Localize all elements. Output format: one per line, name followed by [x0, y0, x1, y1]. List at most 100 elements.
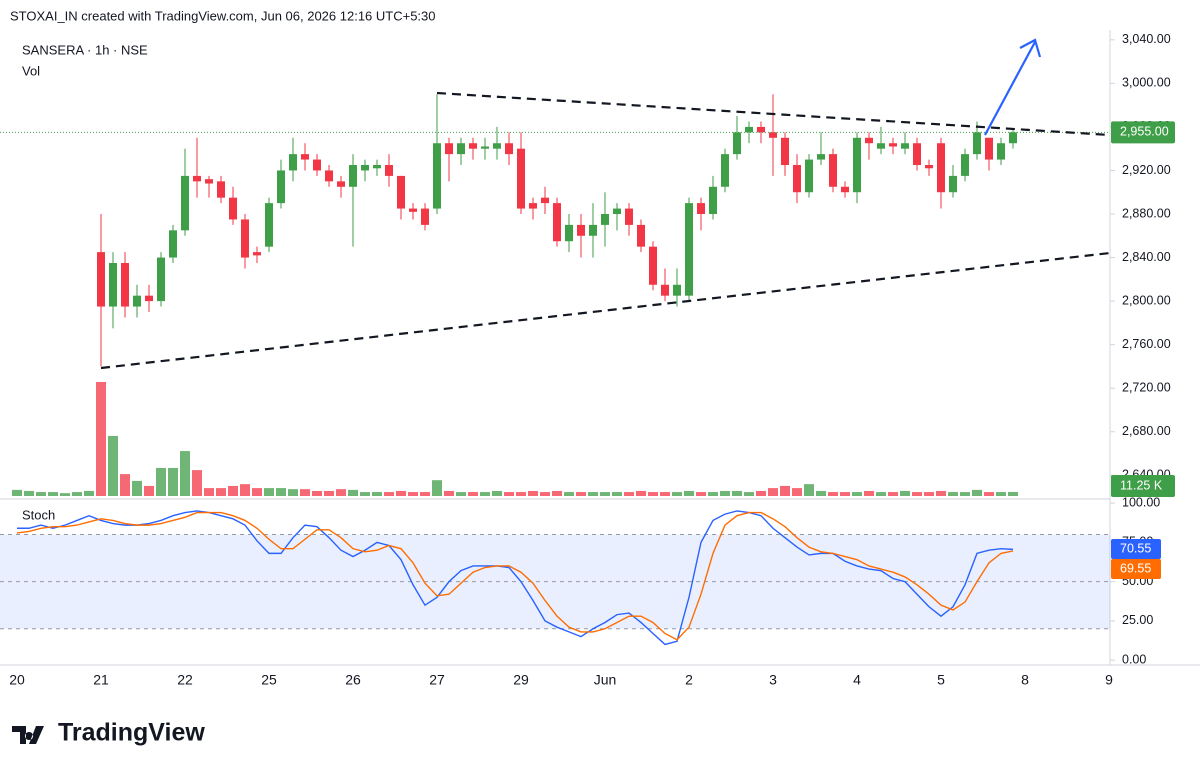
candle-body — [589, 224, 597, 236]
volume-bar — [744, 492, 754, 496]
candle-body — [133, 295, 141, 307]
volume-bar — [912, 492, 922, 496]
candle-body — [301, 154, 309, 160]
candle-body — [121, 263, 129, 307]
candle-body — [469, 143, 477, 149]
volume-bar — [960, 492, 970, 496]
volume-bar — [408, 492, 418, 496]
candle-body — [877, 143, 885, 149]
volume-bar — [252, 488, 262, 496]
candle-body — [493, 143, 501, 149]
candle-body — [529, 203, 537, 209]
volume-bar — [600, 492, 610, 496]
volume-bar — [552, 490, 562, 496]
volume-bar — [516, 492, 526, 496]
candle-body — [205, 179, 213, 184]
stoch-label-box — [1111, 539, 1161, 559]
y-tick-label: 25.00 — [1122, 613, 1153, 627]
x-tick-label: 21 — [93, 672, 109, 688]
volume-bar — [936, 490, 946, 496]
candle-body — [721, 154, 729, 187]
candle-body — [961, 154, 969, 176]
candle-body — [361, 165, 369, 171]
candle-body — [685, 203, 693, 296]
candle-body — [193, 175, 201, 182]
volume-bar — [156, 467, 166, 496]
volume-title: Vol — [22, 63, 40, 78]
candle-body — [109, 263, 117, 307]
volume-bar — [780, 485, 790, 496]
x-tick-label: 3 — [769, 672, 777, 688]
volume-bar — [288, 489, 298, 496]
volume-bar — [864, 490, 874, 496]
volume-bar — [504, 492, 514, 496]
volume-bar — [672, 492, 682, 496]
volume-bar — [492, 490, 502, 496]
logo — [12, 726, 44, 744]
volume-bar — [948, 492, 958, 496]
candle-body — [313, 159, 321, 171]
x-tick-label: 27 — [429, 672, 445, 688]
candle-body — [997, 143, 1005, 160]
candle-body — [865, 137, 873, 144]
volume-bar — [612, 492, 622, 496]
y-tick-label: 3,040.00 — [1122, 32, 1171, 46]
volume-bar — [696, 492, 706, 496]
volume-bar — [396, 490, 406, 496]
volume-bar — [132, 480, 142, 496]
volume-bar — [72, 492, 82, 496]
volume-bar — [456, 492, 466, 496]
volume-bar — [144, 485, 154, 496]
volume-bar — [240, 484, 250, 496]
y-tick-label: 2,680.00 — [1122, 424, 1171, 438]
volume-bar — [180, 451, 190, 496]
y-tick-label: 0.00 — [1122, 652, 1146, 666]
stoch-label: 69.55 — [1120, 561, 1151, 575]
volume-bar — [420, 492, 430, 496]
volume-bar — [204, 488, 214, 496]
candle-body — [661, 284, 669, 296]
y-tick-label: 2,920.00 — [1122, 163, 1171, 177]
volume-bar — [336, 489, 346, 496]
volume-bar — [480, 492, 490, 496]
candle-body — [673, 284, 681, 296]
x-tick-label: 29 — [513, 672, 529, 688]
candle-body — [757, 126, 765, 133]
volume-bar — [564, 492, 574, 496]
volume-bar — [588, 492, 598, 496]
candle-body — [421, 208, 429, 225]
volume-bar — [972, 489, 982, 496]
volume-bar — [444, 490, 454, 496]
candle-body — [181, 175, 189, 231]
volume-bar — [876, 492, 886, 496]
x-tick-label: Jun — [594, 672, 617, 688]
arrow — [984, 38, 1042, 136]
candle-body — [769, 132, 777, 138]
volume-bar — [768, 488, 778, 496]
volume-bar — [792, 488, 802, 496]
trendline — [436, 91, 1111, 137]
candle-body — [577, 224, 585, 236]
symbol-title: SANSERA · 1h · NSE — [22, 42, 148, 57]
volume-bar — [48, 492, 58, 496]
candle-body — [565, 224, 573, 242]
candle-body — [901, 143, 909, 149]
candle-body — [517, 148, 525, 209]
candle-body — [445, 143, 453, 155]
volume-bar — [276, 488, 286, 496]
volume-bar — [648, 492, 658, 496]
stoch-line — [16, 511, 1014, 641]
volume-bar — [120, 474, 130, 496]
candle-body — [169, 230, 177, 258]
candle-body — [637, 224, 645, 247]
volume-bar — [372, 492, 382, 496]
stoch-line — [17, 510, 1014, 646]
candle-body — [337, 181, 345, 187]
candle-body — [817, 154, 825, 160]
x-tick-label: 8 — [1021, 672, 1029, 688]
volume-bar — [216, 488, 226, 496]
volume-bar — [540, 492, 550, 496]
candle-body — [241, 219, 249, 258]
y-tick-label: 2,800.00 — [1122, 293, 1171, 307]
